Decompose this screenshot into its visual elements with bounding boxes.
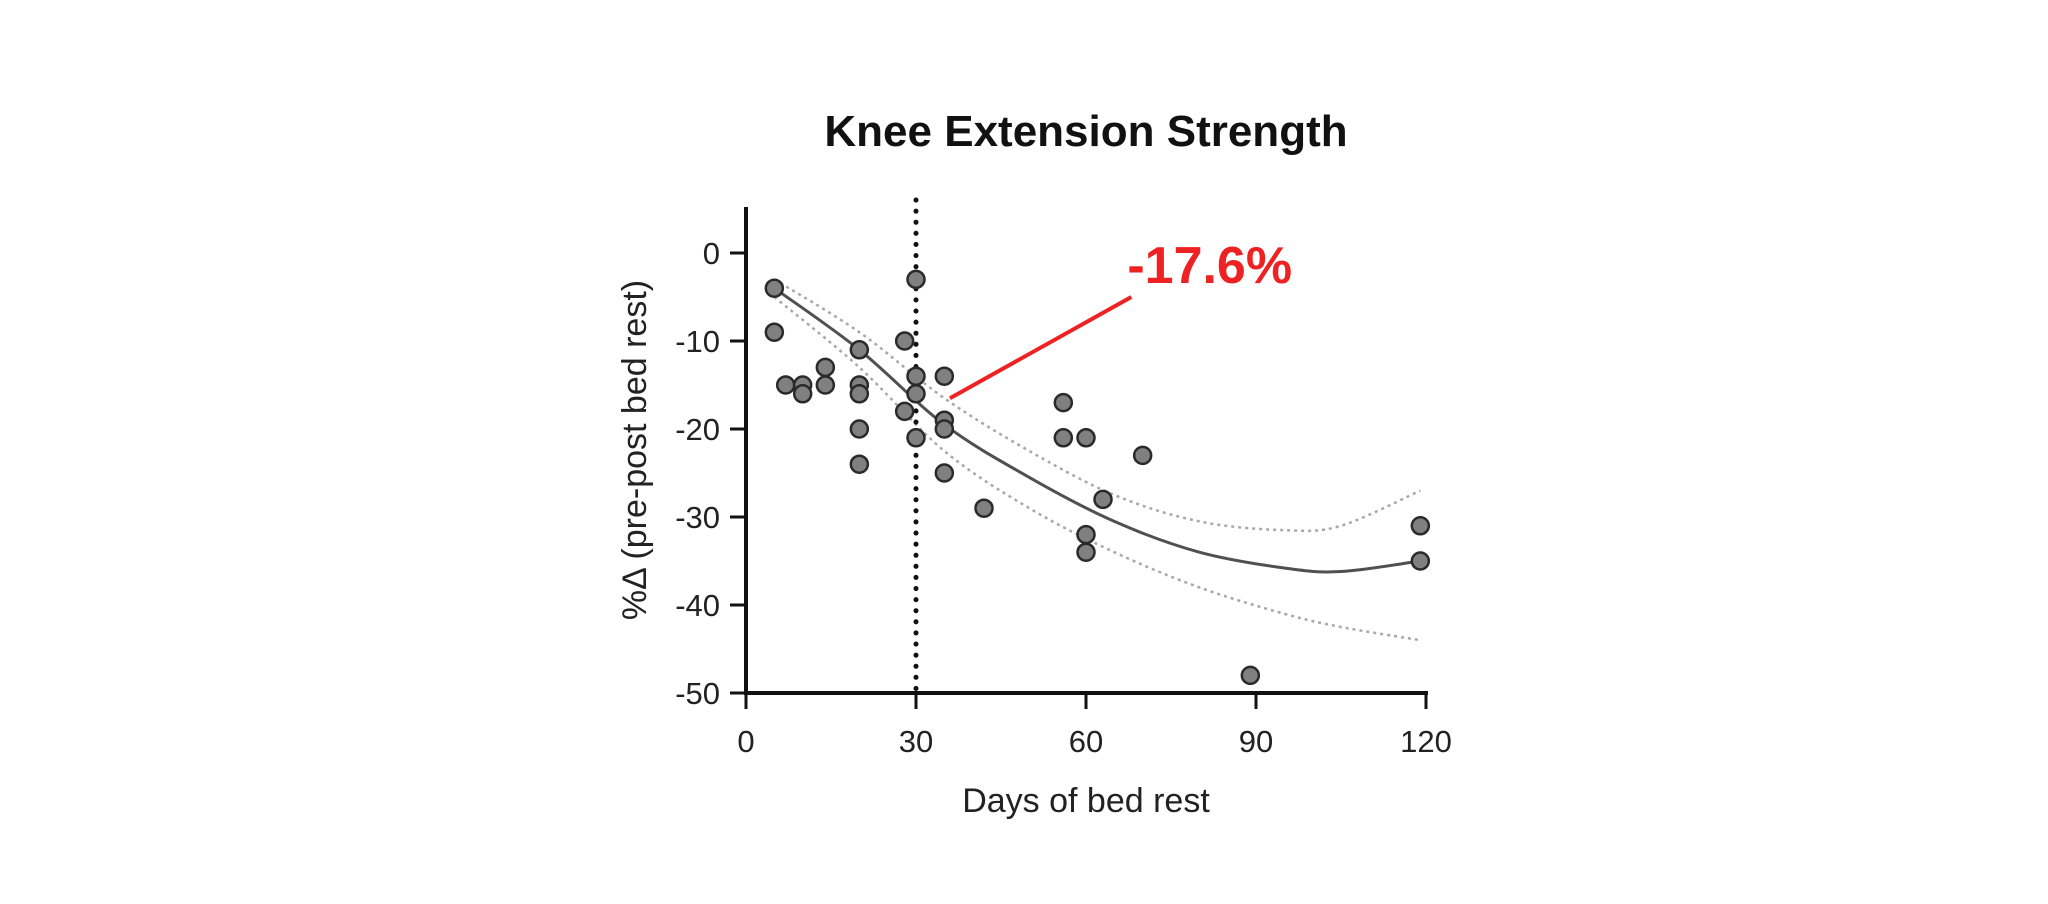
x-axis-label: Days of bed rest <box>962 782 1210 820</box>
data-point <box>1076 542 1096 562</box>
chart-title: Knee Extension Strength <box>824 107 1347 156</box>
data-point <box>894 331 915 351</box>
fit-curve <box>773 286 1421 574</box>
fit-curve-group <box>773 286 1421 574</box>
y-ticks: 0 -10 -20 -30 -40 -50 <box>675 236 746 711</box>
axes <box>744 207 1428 695</box>
y-tick-label: -30 <box>675 500 720 535</box>
data-point <box>1053 428 1074 448</box>
confidence-band <box>773 278 1421 642</box>
x-tick-label: 90 <box>1239 724 1273 759</box>
data-point <box>1053 392 1074 413</box>
data-point <box>1093 489 1113 510</box>
annotation-group: -17.6% <box>949 237 1292 400</box>
ci-upper-line <box>773 278 1421 533</box>
data-point <box>775 375 796 395</box>
x-tick-label: 0 <box>737 724 754 759</box>
data-point <box>849 454 870 474</box>
data-point <box>894 401 915 422</box>
data-point <box>934 366 955 386</box>
y-tick-label: -50 <box>675 676 720 711</box>
y-axis-label: %Δ (pre-post bed rest) <box>616 280 654 620</box>
y-tick-label: 0 <box>703 236 720 271</box>
data-point <box>1076 428 1096 448</box>
data-point <box>906 384 926 404</box>
data-point <box>1410 551 1431 571</box>
data-point <box>906 269 926 290</box>
data-point <box>849 340 870 360</box>
y-tick-label: -20 <box>675 412 720 447</box>
data-point <box>815 357 836 378</box>
data-point <box>1132 445 1153 466</box>
x-tick-label: 60 <box>1069 724 1103 759</box>
data-point <box>1240 665 1261 686</box>
data-point <box>974 498 994 518</box>
annotation-leader-line <box>949 295 1133 400</box>
x-tick-label: 30 <box>899 724 933 759</box>
data-point <box>906 428 926 448</box>
data-point <box>906 366 926 386</box>
ci-lower-line <box>773 296 1421 642</box>
y-tick-label: -40 <box>675 588 720 623</box>
data-points <box>764 269 1431 686</box>
y-tick-label: -10 <box>675 324 720 359</box>
data-point <box>1410 516 1431 536</box>
data-point <box>1076 524 1096 545</box>
data-point <box>815 375 836 395</box>
x-ticks: 0 30 60 90 120 <box>737 693 1452 759</box>
data-point <box>764 322 785 342</box>
data-point <box>849 384 870 404</box>
data-point <box>792 384 813 404</box>
data-point <box>849 419 870 439</box>
data-point <box>934 463 955 483</box>
data-point <box>934 419 955 439</box>
annotation-label: -17.6% <box>1127 237 1292 295</box>
data-point <box>764 278 785 298</box>
x-tick-label: 120 <box>1400 724 1452 759</box>
